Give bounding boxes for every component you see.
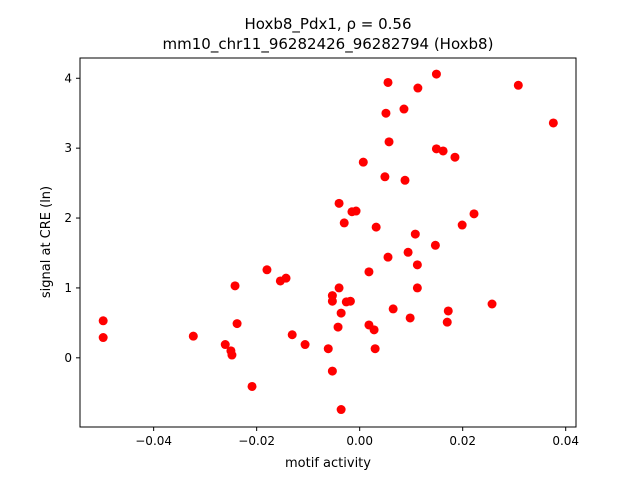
data-point — [400, 175, 410, 185]
data-point — [327, 366, 337, 376]
x-tick-label: 0.00 — [346, 434, 373, 448]
data-point — [410, 229, 420, 239]
points-layer — [98, 69, 558, 415]
data-point — [430, 240, 440, 250]
data-point — [384, 137, 394, 147]
x-ticks: −0.04 −0.02 0.00 0.02 0.04 — [135, 427, 579, 448]
y-tick-label: 2 — [64, 211, 72, 225]
data-point — [232, 319, 242, 329]
data-point — [334, 198, 344, 208]
y-axis-label: signal at CRE (ln) — [39, 186, 54, 298]
data-point — [405, 313, 415, 323]
data-point — [230, 281, 240, 291]
data-point — [336, 308, 346, 318]
y-tick-label: 4 — [64, 71, 72, 85]
data-point — [442, 317, 452, 327]
chart-title-line2: mm10_chr11_96282426_96282794 (Hoxb8) — [163, 35, 494, 54]
y-ticks: 0 1 2 3 4 — [64, 71, 80, 365]
data-point — [98, 316, 108, 326]
chart-title-line1: Hoxb8_Pdx1, ρ = 0.56 — [245, 15, 412, 34]
data-point — [403, 247, 413, 257]
data-point — [383, 77, 393, 87]
data-point — [431, 69, 441, 79]
data-point — [412, 260, 422, 270]
y-tick-label: 3 — [64, 141, 72, 155]
data-point — [247, 381, 257, 391]
data-point — [220, 340, 230, 350]
data-point — [548, 118, 558, 128]
data-point — [388, 304, 398, 314]
data-point — [345, 296, 355, 306]
data-point — [227, 350, 237, 360]
x-axis-label: motif activity — [285, 456, 371, 471]
x-tick-label: 0.02 — [449, 434, 476, 448]
y-tick-label: 0 — [64, 351, 72, 365]
data-point — [450, 152, 460, 162]
data-point — [443, 306, 453, 316]
data-point — [262, 265, 272, 275]
data-point — [371, 222, 381, 232]
x-tick-label: −0.04 — [135, 434, 172, 448]
y-tick-label: 1 — [64, 281, 72, 295]
data-point — [380, 172, 390, 182]
x-tick-label: 0.04 — [552, 434, 579, 448]
data-point — [98, 333, 108, 343]
data-point — [383, 252, 393, 262]
data-point — [381, 108, 391, 118]
data-point — [327, 296, 337, 306]
data-point — [287, 330, 297, 340]
x-tick-label: −0.02 — [238, 434, 275, 448]
data-point — [487, 299, 497, 309]
data-point — [333, 322, 343, 332]
data-point — [469, 209, 479, 219]
data-point — [399, 104, 409, 114]
data-point — [300, 340, 310, 350]
data-point — [364, 267, 374, 277]
data-point — [336, 405, 346, 415]
data-point — [323, 344, 333, 354]
data-point — [369, 325, 379, 335]
data-point — [413, 83, 423, 93]
data-point — [281, 273, 291, 283]
data-point — [412, 283, 422, 293]
data-point — [438, 146, 448, 156]
data-point — [370, 344, 380, 354]
data-point — [457, 220, 467, 230]
data-point — [513, 80, 523, 90]
data-point — [334, 283, 344, 293]
data-point — [188, 331, 198, 341]
data-point — [351, 206, 361, 216]
data-point — [339, 218, 349, 228]
data-point — [358, 157, 368, 167]
axes-frame — [79, 57, 577, 428]
